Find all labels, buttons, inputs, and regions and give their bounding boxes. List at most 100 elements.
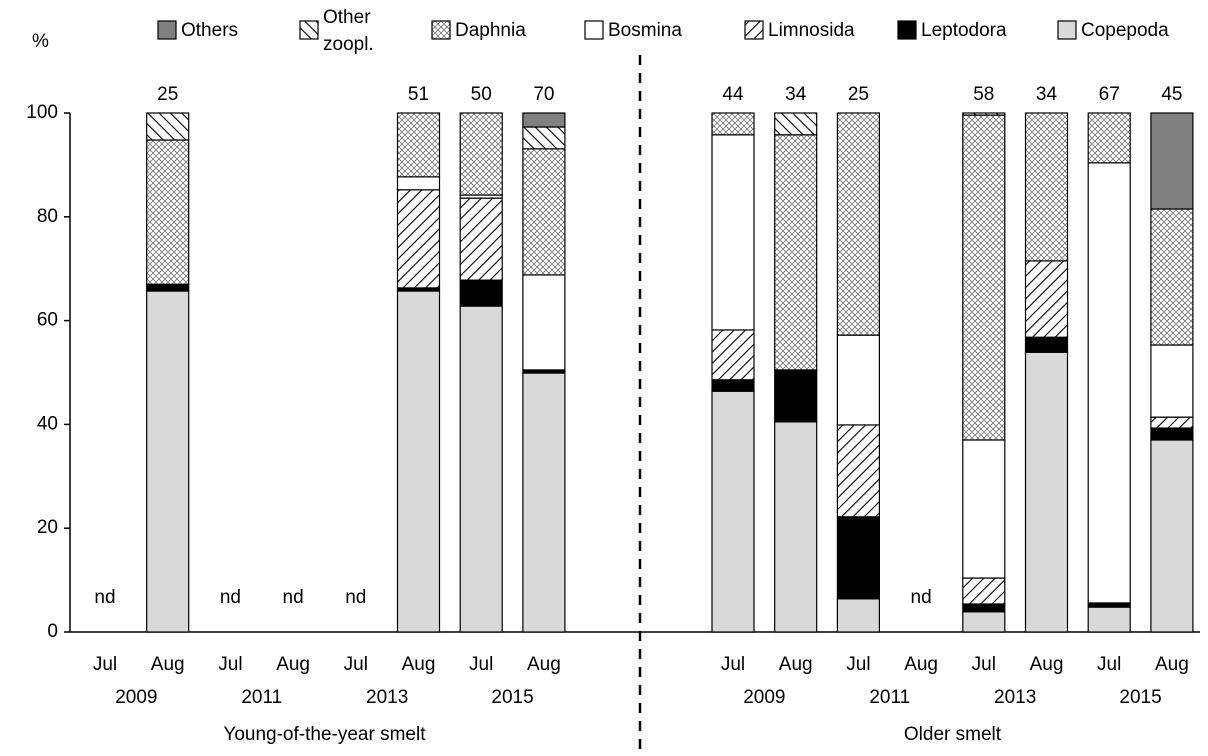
bar-segment <box>146 290 190 633</box>
bar-segment <box>962 577 1006 605</box>
sample-size-label: 34 <box>1036 84 1058 105</box>
legend-label: Leptodora <box>921 20 1007 41</box>
bar-segment <box>522 274 566 371</box>
no-data-label: nd <box>345 587 366 608</box>
group-label: Older smelt <box>904 724 1002 745</box>
bar-segment <box>962 114 1006 441</box>
y-tick-label: 100 <box>26 102 58 123</box>
group-label: Young-of-the-year smelt <box>223 724 426 745</box>
bar-segment <box>459 112 503 196</box>
x-tick-label: Jul <box>93 654 117 675</box>
legend-swatch <box>157 20 177 40</box>
legend-label: Other zoopl. <box>323 7 374 55</box>
legend-swatch <box>897 20 917 40</box>
bar-segment <box>522 112 566 128</box>
y-tick-label: 20 <box>37 517 58 538</box>
bar-segment <box>1087 112 1131 164</box>
bar-segment <box>711 329 755 381</box>
bar-segment <box>1087 162 1131 604</box>
no-data-label: nd <box>911 587 932 608</box>
bar-segment <box>836 112 881 336</box>
bar-segment <box>1024 351 1069 633</box>
bar-segment <box>1150 416 1194 429</box>
x-tick-label: Aug <box>1155 654 1189 675</box>
bar-segment <box>711 379 755 392</box>
bar-segment <box>522 126 566 150</box>
bar-segment <box>146 283 190 292</box>
bar-segment <box>459 305 503 633</box>
bar-segment <box>1087 606 1131 633</box>
legend-label: Others <box>181 20 238 41</box>
y-tick-label: 80 <box>37 206 58 227</box>
bar-segment <box>836 424 881 518</box>
x-tick-label: Aug <box>527 654 561 675</box>
sample-size-label: 50 <box>471 84 492 105</box>
bar-segment <box>774 421 818 633</box>
bar-segment <box>1024 260 1069 338</box>
bar-segment <box>1087 602 1131 608</box>
bar-segment <box>1024 336 1069 353</box>
no-data-label: nd <box>94 587 115 608</box>
bar-segment <box>836 516 881 600</box>
sample-size-label: 58 <box>973 84 994 105</box>
legend-swatch <box>744 20 764 40</box>
bar-segment <box>711 112 755 136</box>
bar-segment <box>962 611 1006 633</box>
year-label: 2011 <box>241 687 282 708</box>
bar-segment <box>836 598 881 633</box>
bar-segment <box>396 112 441 178</box>
sample-size-label: 67 <box>1099 84 1120 105</box>
bar-segment <box>962 603 1006 613</box>
sample-size-label: 70 <box>533 84 554 105</box>
bar-segment <box>1150 208 1194 346</box>
no-data-label: nd <box>283 587 304 608</box>
y-axis-label: % <box>32 31 49 52</box>
legend-label: Limnosida <box>768 20 855 41</box>
legend-label: Daphnia <box>455 20 526 41</box>
bar-segment <box>1150 344 1194 418</box>
sample-size-label: 25 <box>157 84 178 105</box>
x-tick-label: Jul <box>972 654 996 675</box>
x-tick-label: Jul <box>1097 654 1121 675</box>
bar-segment <box>1150 112 1194 210</box>
bar-segment <box>774 369 818 423</box>
bar-segment <box>396 176 441 191</box>
legend-swatch <box>1057 20 1077 40</box>
legend-label: Bosmina <box>608 20 682 41</box>
year-label: 2013 <box>994 687 1036 708</box>
bar-segment <box>522 148 566 276</box>
bar-segment <box>711 134 755 331</box>
year-label: 2009 <box>743 687 785 708</box>
bar-segment <box>396 290 441 633</box>
no-data-label: nd <box>220 587 241 608</box>
year-label: 2009 <box>115 687 157 708</box>
x-tick-label: Jul <box>218 654 242 675</box>
x-tick-label: Jul <box>846 654 870 675</box>
sample-size-label: 45 <box>1161 84 1182 105</box>
bar-segment <box>711 390 755 633</box>
bar-segment <box>1024 112 1069 262</box>
year-label: 2015 <box>491 687 533 708</box>
y-tick-label: 40 <box>37 413 58 434</box>
x-tick-label: Jul <box>721 654 745 675</box>
legend-label: Copepoda <box>1081 20 1169 41</box>
sample-size-label: 34 <box>785 84 807 105</box>
bar-segment <box>836 334 881 426</box>
legend-swatch <box>431 20 451 40</box>
bar-segment <box>396 189 441 289</box>
y-tick-label: 60 <box>37 310 58 331</box>
x-tick-label: Aug <box>402 654 436 675</box>
sample-size-label: 25 <box>848 84 869 105</box>
x-tick-label: Aug <box>904 654 938 675</box>
x-tick-label: Jul <box>344 654 368 675</box>
bar-segment <box>459 279 503 307</box>
bar-segment <box>1150 439 1194 633</box>
legend-swatch <box>584 20 604 40</box>
bar-segment <box>1150 427 1194 441</box>
bar-segment <box>459 197 503 281</box>
bar-segment <box>146 139 190 285</box>
sample-size-label: 51 <box>408 84 429 105</box>
bar-segment <box>962 439 1006 579</box>
bar-segment <box>774 134 818 371</box>
